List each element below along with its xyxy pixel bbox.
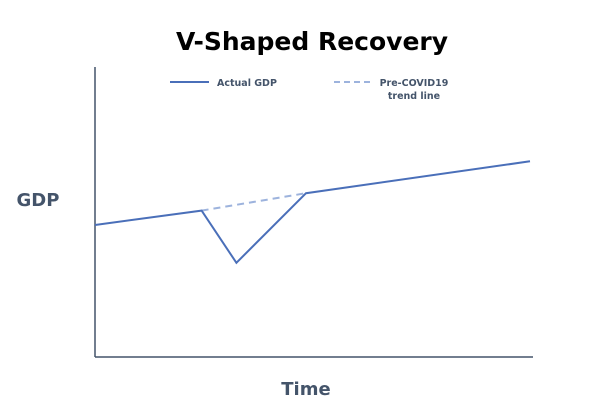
series-line-pre-covid19-trend-line — [201, 192, 307, 212]
legend: Actual GDP Pre-COVID19 trend line — [170, 78, 448, 102]
legend-label-actual-gdp: Actual GDP — [217, 78, 277, 89]
plot-series — [94, 160, 531, 265]
series-line-actual-gdp — [94, 160, 531, 265]
chart-title: V-Shaped Recovery — [176, 27, 448, 56]
legend-label-trend-line-1: Pre-COVID19 — [380, 78, 449, 89]
legend-label-trend-line-2: trend line — [388, 91, 440, 102]
x-axis-label: Time — [281, 379, 330, 400]
y-axis-label: GDP — [17, 190, 60, 211]
